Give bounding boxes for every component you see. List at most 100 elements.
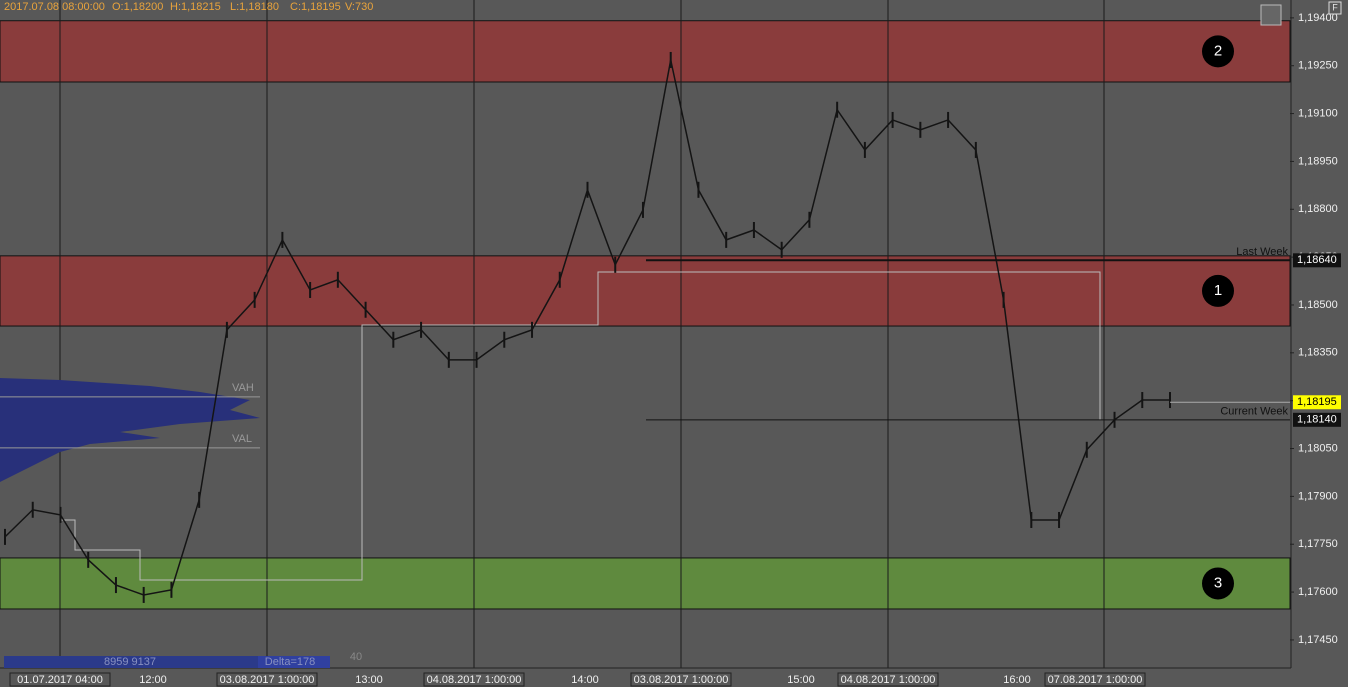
price-bar — [919, 121, 922, 138]
date-box — [1044, 672, 1146, 687]
price-bar — [1085, 441, 1088, 458]
y-tick-label: 1,19400 — [1298, 12, 1338, 24]
price-bar — [336, 271, 339, 288]
price-bar — [780, 241, 783, 258]
x-tick-label: 16:00 — [1003, 674, 1031, 686]
price-bar — [447, 351, 450, 368]
current-price-label: 1,18195 — [1297, 396, 1337, 408]
footer-delta: Delta=178 — [265, 656, 315, 668]
composite-outline — [60, 271, 1101, 581]
price-bar — [586, 181, 589, 198]
x-tick-label: 14:00 — [571, 674, 599, 686]
price-bar — [392, 331, 395, 348]
price-bar — [558, 271, 561, 288]
level-name: Current Week — [1220, 406, 1288, 418]
price-bar — [891, 111, 894, 128]
price-bar — [87, 551, 90, 568]
price-bar — [198, 491, 201, 508]
header-volume: V:730 — [345, 1, 373, 13]
y-tick-label: 1,17750 — [1298, 538, 1338, 550]
zone-label: 3 — [1214, 574, 1222, 591]
level-label: 1,18140 — [1297, 414, 1337, 426]
zone-label: 1 — [1214, 282, 1222, 299]
price-bar — [1058, 511, 1061, 528]
price-bar — [503, 331, 506, 348]
date-label: 01.07.2017 04:00 — [17, 674, 103, 686]
zone-label: 2 — [1214, 42, 1222, 59]
zone — [0, 255, 1291, 327]
x-tick-label: 15:00 — [787, 674, 815, 686]
footer-delta-box — [258, 656, 330, 668]
level-tag — [1293, 253, 1341, 268]
price-bar — [974, 141, 977, 158]
date-box — [837, 672, 939, 687]
price-bar — [1141, 392, 1144, 409]
date-box — [9, 672, 111, 687]
footer-count: 40 — [350, 651, 362, 663]
date-box — [630, 672, 732, 687]
zone-badge — [1202, 274, 1234, 307]
y-tick-label: 1,17600 — [1298, 586, 1338, 598]
price-bar — [281, 231, 284, 248]
zone — [0, 557, 1291, 610]
price-bar — [1002, 291, 1005, 308]
date-label: 04.08.2017 1:00:00 — [841, 674, 936, 686]
y-tick-label: 1,18950 — [1298, 155, 1338, 167]
date-label: 03.08.2017 1:00:00 — [220, 674, 315, 686]
x-tick-label: 13:00 — [355, 674, 383, 686]
date-box — [216, 672, 318, 687]
y-tick-label: 1,19100 — [1298, 107, 1338, 119]
y-tick-label: 1,17450 — [1298, 634, 1338, 646]
price-bar — [836, 101, 839, 118]
price-bar — [752, 222, 755, 239]
price-bar — [31, 501, 34, 518]
y-tick-label: 1,17900 — [1298, 490, 1338, 502]
zone-badge — [1202, 567, 1234, 600]
y-tick-label: 1,18500 — [1298, 299, 1338, 311]
level-tag — [1293, 412, 1341, 427]
y-tick-label: 1,19250 — [1298, 60, 1338, 72]
x-tick-label: 12:00 — [139, 674, 167, 686]
price-bar — [420, 321, 423, 338]
price-bar — [309, 281, 312, 298]
date-label: 04.08.2017 1:00:00 — [427, 674, 522, 686]
date-box — [423, 672, 525, 687]
price-bar — [669, 51, 672, 68]
price-bar — [475, 351, 478, 368]
price-bar — [1030, 511, 1033, 528]
header-open: O:1,18200 — [112, 1, 163, 13]
zone-badge — [1202, 35, 1234, 68]
header-datetime: 2017.07.08 08:00:00 — [4, 1, 105, 13]
level-name: Last Week — [1236, 246, 1288, 258]
price-bar — [947, 111, 950, 128]
footer-volume-box — [4, 656, 262, 668]
price-bar — [614, 256, 617, 273]
y-tick-label: 1,18800 — [1298, 203, 1338, 215]
price-bar — [531, 321, 534, 338]
value-area-label: VAL — [232, 433, 252, 445]
y-tick-label: 1,18050 — [1298, 442, 1338, 454]
header-high: H:1,18215 — [170, 1, 221, 13]
footer-volumes: 8959 9137 — [104, 656, 156, 668]
price-bar — [697, 181, 700, 198]
toolbar-button[interactable] — [1260, 4, 1282, 26]
price-bar — [863, 141, 866, 158]
price-bar — [225, 321, 228, 338]
value-area-label: VAH — [232, 382, 254, 394]
price-bar — [253, 291, 256, 308]
button-label[interactable]: F — [1332, 2, 1338, 12]
price-bar — [4, 528, 6, 545]
zone — [0, 20, 1291, 83]
header-close: C:1,18195 — [290, 1, 341, 13]
level-label: 1,18640 — [1297, 254, 1337, 266]
price-bar — [1169, 392, 1171, 409]
price-bar — [725, 231, 728, 248]
y-tick-label: 1,18350 — [1298, 347, 1338, 359]
price-bar — [142, 586, 145, 603]
button-frame — [1328, 1, 1342, 15]
price-bar — [641, 201, 644, 218]
price-bar — [59, 506, 62, 523]
volume-profile — [0, 378, 260, 482]
